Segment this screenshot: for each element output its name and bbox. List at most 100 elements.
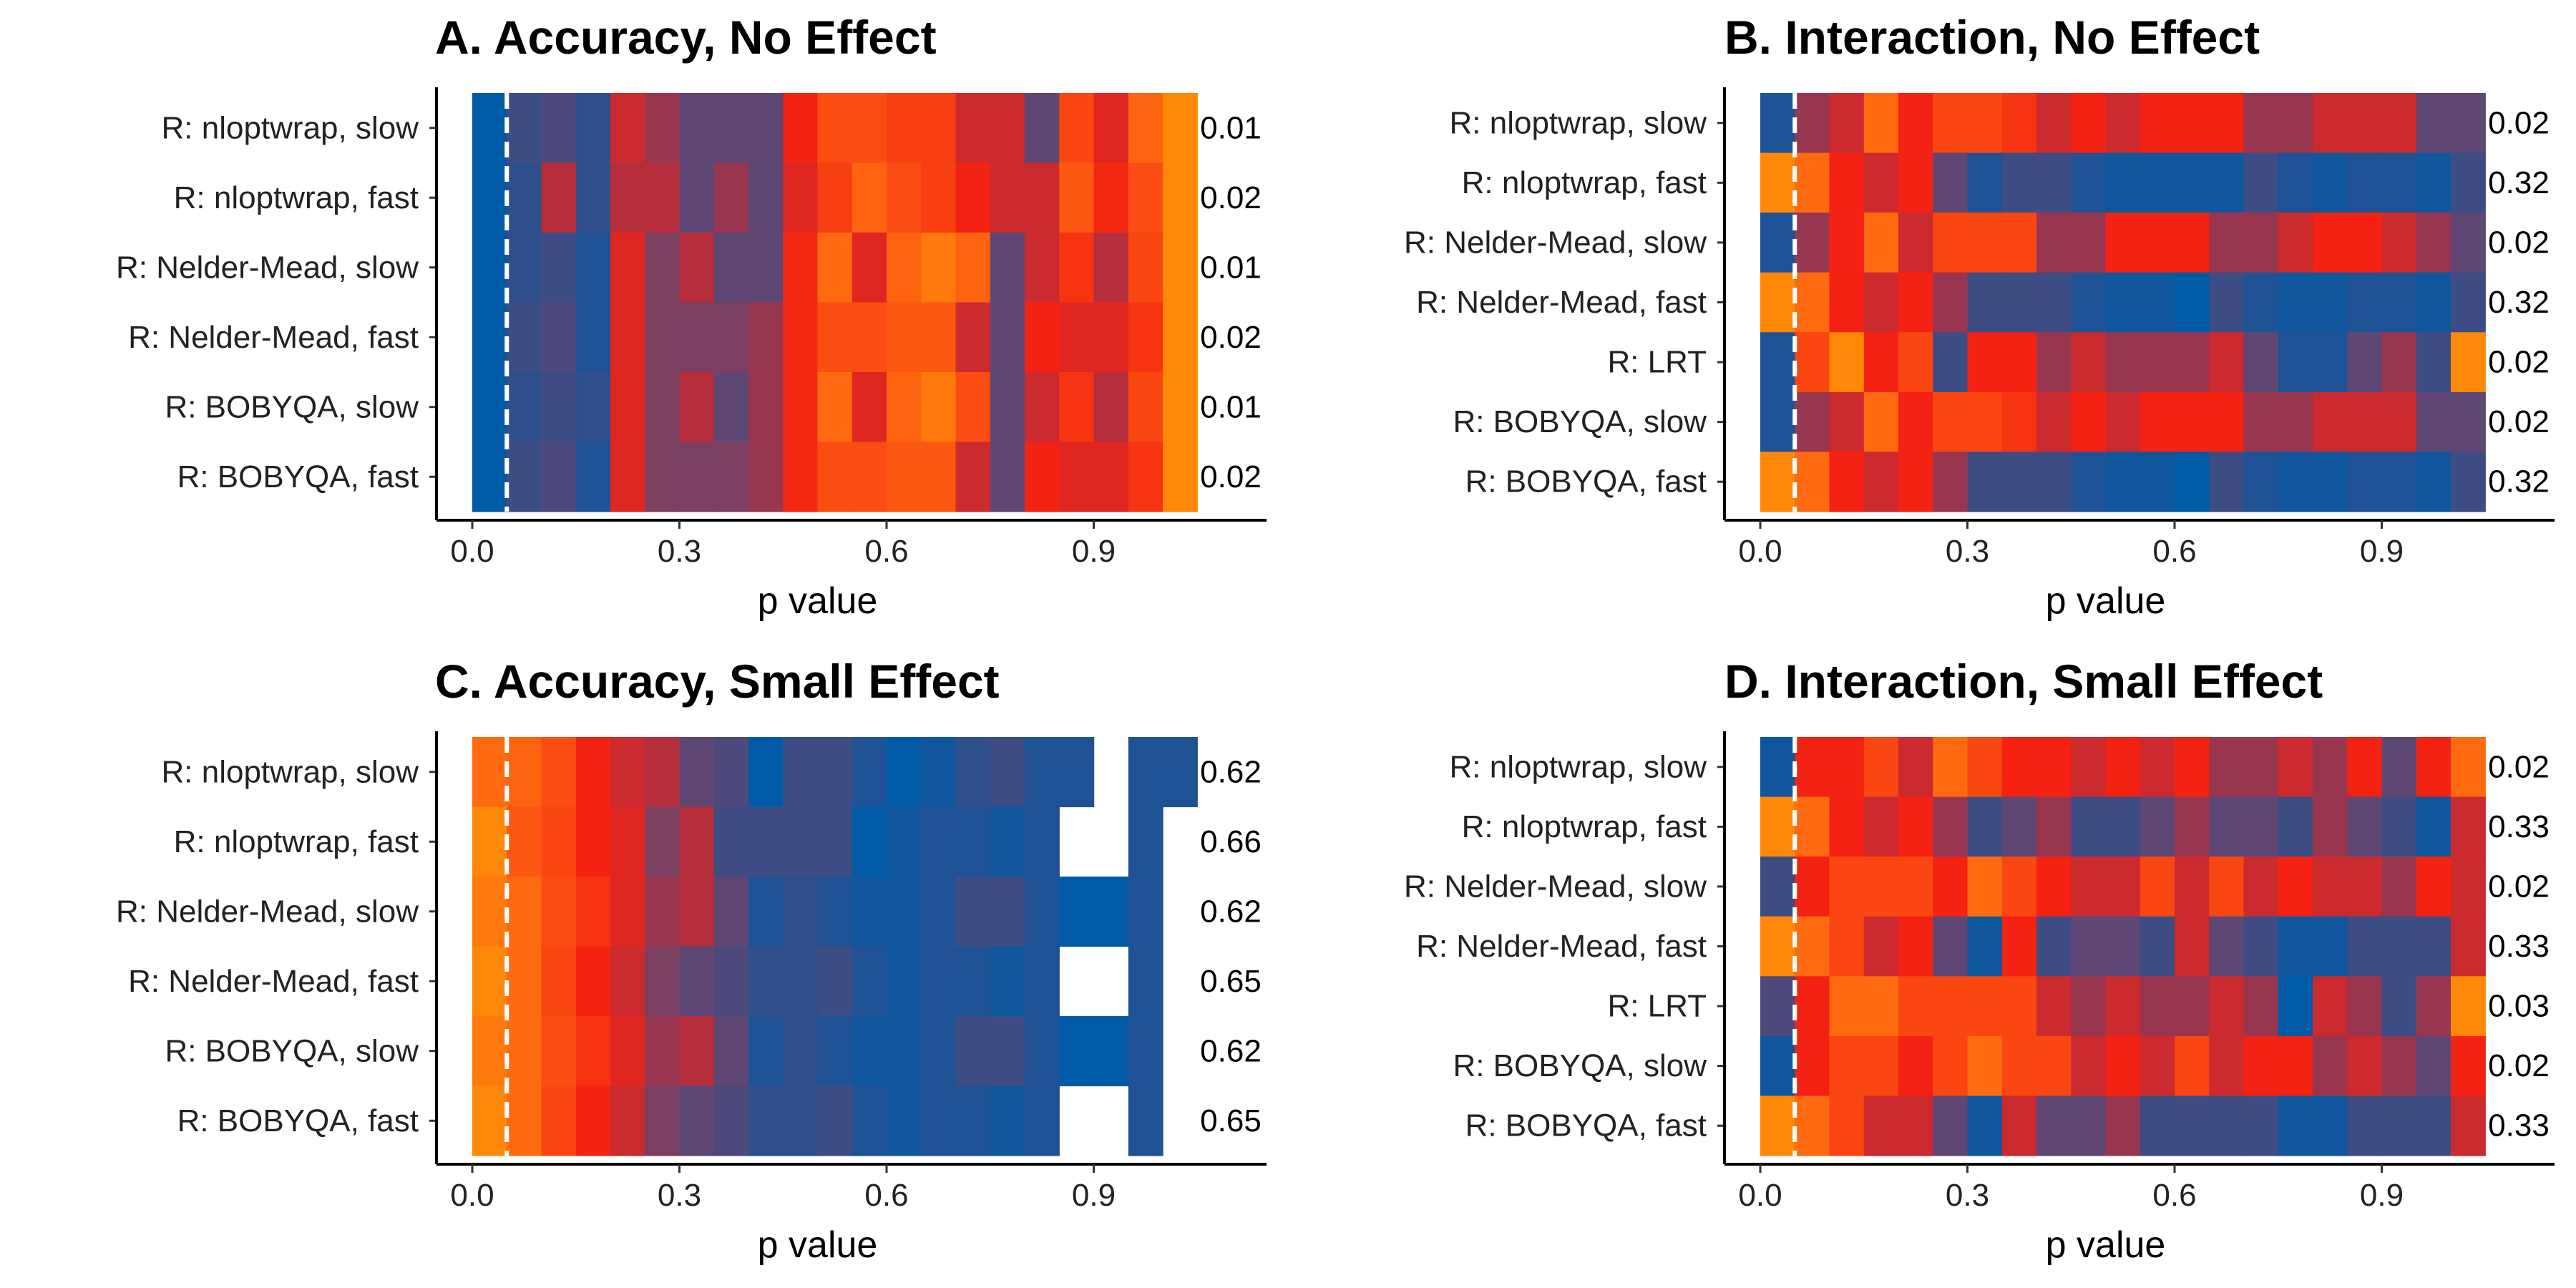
heatmap-cell [2347,93,2383,154]
heatmap-cell [1967,796,2003,857]
heatmap-cell [507,806,542,877]
heatmap-cell [1760,452,1795,512]
row-value-label: 0.33 [2488,929,2550,964]
heatmap-cell [887,737,922,808]
heatmap-cell [921,737,957,808]
heatmap-cell [2209,1096,2245,1156]
heatmap-cell [2001,737,2037,798]
heatmap-cell [2036,391,2072,453]
heatmap-cell [2140,1035,2175,1097]
heatmap-cell [2416,1096,2451,1156]
heatmap-cell [2105,452,2141,512]
heatmap-cell [1967,857,2003,917]
row-label: R: Nelder-Mead, fast [128,964,419,999]
row-label: R: LRT [1607,345,1707,380]
x-tick-label: 0.6 [2152,1178,2196,1213]
heatmap-cell [2175,93,2210,154]
heatmap-cell [507,737,542,808]
heatmap-cell [645,877,680,947]
heatmap-cell [2243,213,2279,273]
heatmap-cell [2071,976,2107,1037]
heatmap-cell [472,372,507,443]
heatmap-cell [2036,976,2072,1037]
heatmap-cell [1128,93,1163,164]
heatmap-cell [1760,152,1795,213]
heatmap-cell [2313,391,2348,453]
heatmap-cell [1967,93,2003,154]
heatmap-cell [575,1085,611,1156]
heatmap-cell [2071,272,2107,333]
heatmap-cell [955,372,991,443]
heatmap-cell [472,1085,507,1156]
heatmap-cell [2313,452,2348,512]
heatmap-cell [2347,857,2383,917]
heatmap-cell [2381,152,2417,213]
heatmap-cell [1933,976,1968,1037]
heatmap-cell [817,93,853,164]
heatmap-cell [2347,737,2383,798]
heatmap-cell [1795,332,1830,393]
heatmap-cell [1163,93,1198,164]
heatmap-cell [2347,213,2383,273]
heatmap-cell [1933,737,1968,798]
heatmap-cell [2451,332,2486,393]
heatmap-cell [713,441,749,512]
heatmap-cell [2001,976,2037,1037]
heatmap-cell [1128,877,1163,947]
heatmap-cell [1933,152,1968,213]
row-value-label: 0.02 [2488,225,2550,260]
heatmap-cell [2105,916,2141,977]
heatmap-cell [2278,93,2313,154]
heatmap-cell [2381,916,2417,977]
heatmap-cell [507,372,542,443]
heatmap-cell [2105,213,2141,273]
heatmap-cell [2313,976,2348,1037]
heatmap-cell [1933,391,1968,453]
heatmap-cell [610,1016,645,1087]
heatmap-cell [2313,916,2348,977]
heatmap-cell [610,806,645,877]
heatmap-cell [817,162,853,233]
heatmap-cell [921,946,957,1017]
heatmap-cell [2243,452,2279,512]
x-tick-label: 0.0 [1738,534,1782,569]
row-label: R: BOBYQA, fast [177,1103,419,1138]
row-label: R: nloptwrap, fast [1462,165,1707,200]
heatmap-cell [575,372,611,443]
heatmap-cell [645,93,680,164]
heatmap-cell [783,302,819,373]
heatmap-cell [2036,1096,2072,1156]
heatmap-cell [2381,737,2417,798]
heatmap-cell [679,233,715,303]
heatmap-cell [1933,857,1968,917]
heatmap-cell [2313,272,2348,333]
heatmap-cell [852,877,887,947]
heatmap-cell [1795,452,1830,512]
heatmap-cell [921,372,957,443]
heatmap-cell [2071,152,2107,213]
heatmap-cell [1967,976,2003,1037]
heatmap-cell [748,946,784,1017]
heatmap-cell [1059,302,1095,373]
heatmap-cell [713,302,749,373]
row-value-label: 0.65 [1200,964,1262,999]
heatmap-cell [955,737,991,808]
heatmap-cell [541,93,577,164]
heatmap-cell [679,372,715,443]
heatmap-cell [1795,1035,1830,1097]
heatmap-cell [2451,1035,2486,1097]
heatmap-cell [2243,976,2279,1037]
heatmap-cell [1128,946,1163,1017]
heatmap-cell [748,1085,784,1156]
heatmap-cell [2278,452,2313,512]
heatmap-cell [2416,272,2451,333]
heatmap-cell [507,946,542,1017]
heatmap-cell [713,877,749,947]
heatmap-cell [852,233,887,303]
heatmap-cell [2381,796,2417,857]
heatmap-cell [887,806,922,877]
heatmap-cell [541,302,577,373]
heatmap-cell [2416,916,2451,977]
heatmap-cell [1760,272,1795,333]
heatmap-cell [783,93,819,164]
